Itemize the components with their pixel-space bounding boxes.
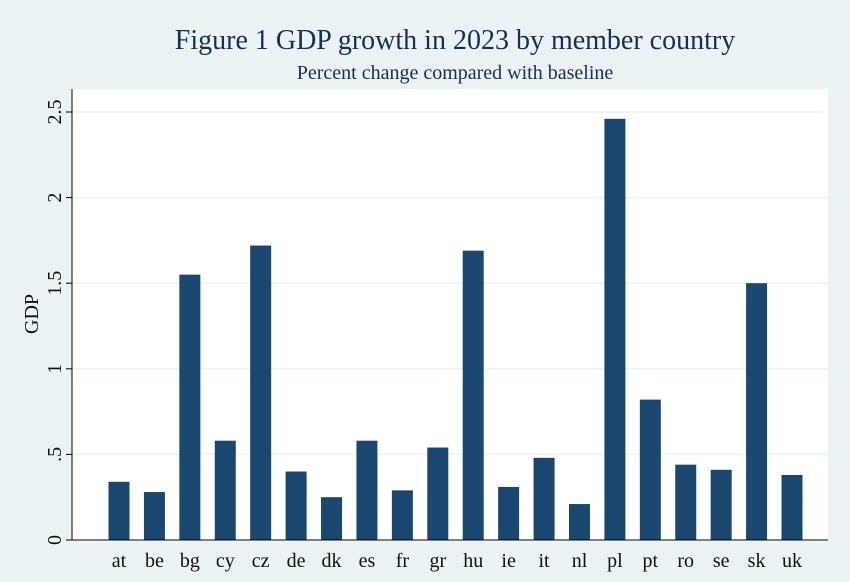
y-axis-ticks: 0 .5 1 1.5 2 2.5 — [44, 100, 72, 545]
bar-gr — [427, 447, 449, 540]
bar-be — [143, 492, 165, 540]
x-tick-label-pl: pl — [607, 550, 623, 572]
y-axis-title: GDP — [21, 294, 43, 334]
x-tick-label-sk: sk — [748, 550, 766, 572]
bar-pt — [639, 399, 661, 540]
bar-uk — [781, 474, 803, 540]
y-tick-label: 0 — [44, 535, 66, 545]
x-tick-label-it: it — [538, 550, 550, 572]
x-tick-label-de: de — [287, 550, 306, 572]
x-tick-label-at: at — [112, 550, 127, 572]
bar-ro — [675, 464, 697, 540]
bar-pl — [604, 118, 626, 541]
x-tick-label-hu: hu — [463, 550, 483, 572]
x-tick-label-be: be — [145, 550, 164, 572]
x-tick-label-dk: dk — [322, 550, 342, 572]
bar-sk — [746, 283, 768, 540]
y-tick-label: 2.5 — [44, 100, 66, 125]
x-tick-label-ro: ro — [677, 550, 694, 572]
y-tick-label: 1 — [44, 364, 66, 374]
x-tick-label-se: se — [713, 550, 730, 572]
bar-at — [108, 481, 130, 540]
bar-bg — [179, 274, 201, 540]
bar-de — [285, 471, 307, 540]
bar-nl — [568, 504, 590, 540]
x-tick-label-gr: gr — [429, 550, 446, 572]
x-tick-label-cz: cz — [252, 550, 270, 572]
bar-cz — [250, 245, 272, 540]
x-tick-label-uk: uk — [782, 550, 802, 572]
bar-es — [356, 440, 378, 540]
bars — [108, 118, 803, 541]
chart-subtitle: Percent change compared with baseline — [297, 62, 614, 84]
x-tick-label-fr: fr — [396, 550, 410, 572]
bar-hu — [462, 250, 484, 540]
x-axis-ticks: at be bg cy cz de dk es fr gr hu ie it nl pl pt ro se sk uk — [112, 550, 802, 572]
x-tick-label-nl: nl — [572, 550, 588, 572]
bar-it — [533, 457, 555, 540]
y-tick-label: 1.5 — [44, 271, 66, 296]
bar-ie — [498, 486, 520, 540]
x-tick-label-cy: cy — [216, 550, 235, 572]
x-tick-label-es: es — [359, 550, 376, 572]
x-tick-label-ie: ie — [501, 550, 516, 572]
chart-title: Figure 1 GDP growth in 2023 by member co… — [175, 25, 735, 56]
bar-dk — [321, 497, 343, 540]
y-tick-label: 2 — [44, 193, 66, 203]
bar-fr — [391, 490, 413, 540]
bar-se — [710, 469, 732, 540]
y-tick-label: .5 — [44, 447, 66, 462]
x-tick-label-bg: bg — [180, 550, 200, 572]
bar-cy — [214, 440, 236, 540]
x-tick-label-pt: pt — [643, 550, 659, 572]
